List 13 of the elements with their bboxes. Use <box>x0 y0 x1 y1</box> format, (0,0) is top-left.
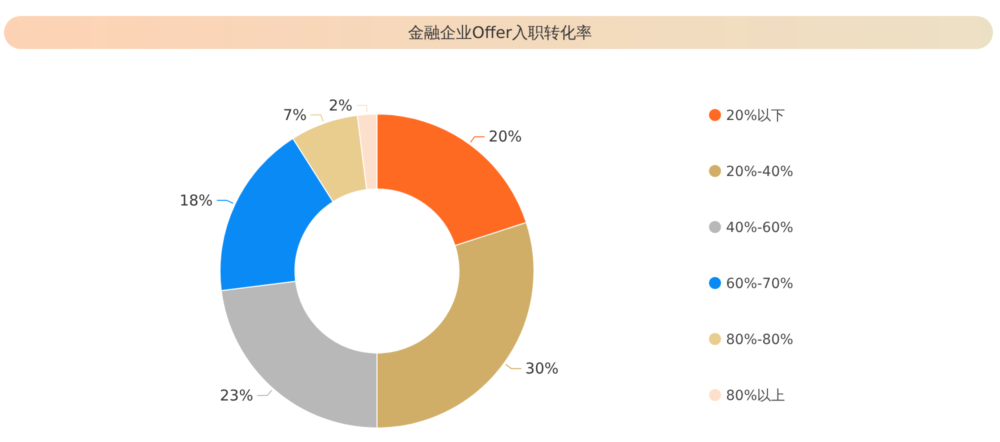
data-label: 23% <box>220 386 254 405</box>
legend-label: 20%以下 <box>726 108 786 124</box>
legend-label: 20%-40% <box>726 164 794 180</box>
legend-label: 80%-80% <box>726 332 794 348</box>
legend-label: 60%-70% <box>726 276 794 292</box>
data-label: 20% <box>488 128 522 146</box>
chart-title: 金融企业Offer入职转化率 <box>408 23 592 42</box>
legend-label: 80%以上 <box>726 388 786 404</box>
legend-label: 40%-60% <box>726 220 794 236</box>
data-label: 30% <box>525 360 559 378</box>
data-label: 2% <box>328 96 353 114</box>
data-label: 18% <box>179 191 213 210</box>
data-label: 7% <box>282 106 307 124</box>
